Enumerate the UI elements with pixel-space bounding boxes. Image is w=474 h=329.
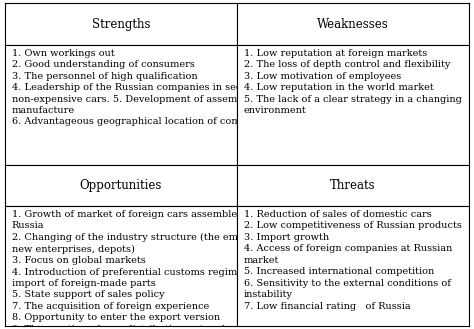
Text: Strengths: Strengths [91, 18, 150, 31]
Text: Threats: Threats [330, 179, 376, 192]
Text: 1. Low reputation at foreign markets
2. The loss of depth control and flexibilit: 1. Low reputation at foreign markets 2. … [244, 49, 462, 115]
Text: 1. Reduction of sales of domestic cars
2. Low competitiveness of Russian product: 1. Reduction of sales of domestic cars 2… [244, 210, 462, 311]
Text: 1. Growth of market of foreign cars assembled in
Russia
2. Changing of the indus: 1. Growth of market of foreign cars asse… [12, 210, 291, 329]
Text: 1. Own workings out
2. Good understanding of consumers
3. The personnel of high : 1. Own workings out 2. Good understandin… [12, 49, 273, 126]
Text: Opportunities: Opportunities [80, 179, 162, 192]
Text: Weaknesses: Weaknesses [317, 18, 389, 31]
